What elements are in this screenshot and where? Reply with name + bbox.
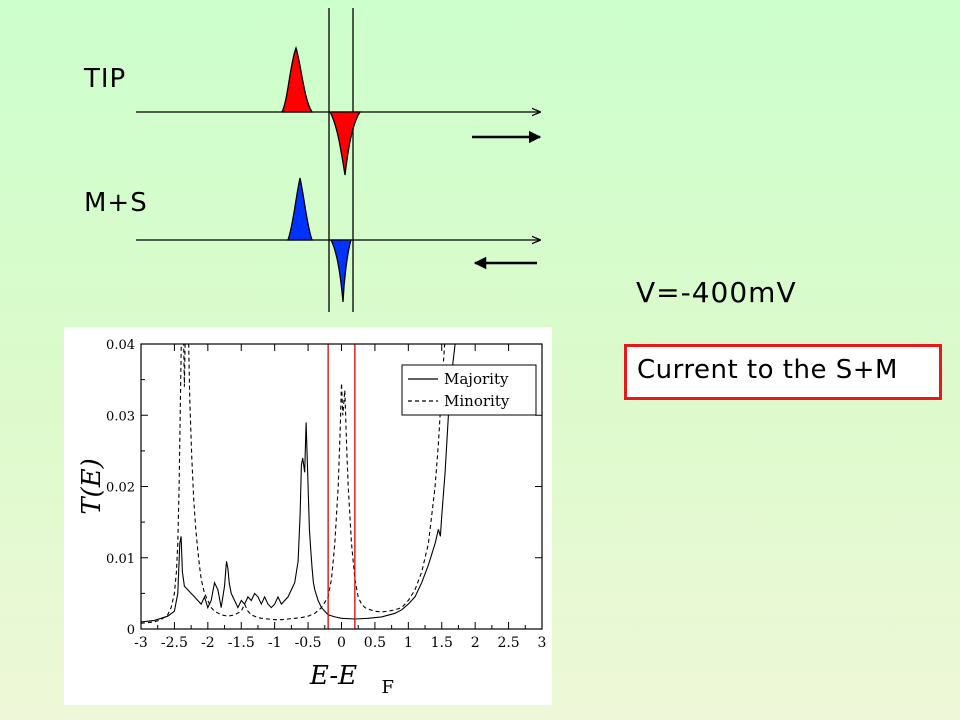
- current-direction-label: Current to the S+M: [637, 355, 898, 385]
- series-line-majority: [141, 344, 456, 623]
- legend: Majority Minority: [401, 364, 537, 416]
- y-tick-label: 0.02: [106, 481, 135, 496]
- x-tick-label: 0.5: [364, 635, 386, 651]
- x-axis-label-subscript: F: [382, 677, 395, 698]
- y-tick-label: 0.03: [106, 409, 135, 424]
- ms-occupied-peak: [287, 177, 313, 241]
- x-axis-label: E-E: [309, 661, 357, 691]
- ms-empty-peak: [329, 239, 352, 303]
- ms-label: M+S: [84, 188, 148, 218]
- x-tick-label: -3: [134, 635, 148, 651]
- x-tick-label: -1.5: [228, 635, 255, 651]
- series-line-minority: [141, 344, 446, 624]
- legend-box: [401, 364, 537, 416]
- transmission-plot-panel: -3 -2.5 -2 -1.5 -1 -0.5 0 0.5 1 1.5 2 2.5 3 0 0.01 0.02…: [64, 327, 552, 705]
- y-tick-label: 0.04: [106, 338, 135, 353]
- x-tick-label: 1: [404, 635, 413, 651]
- tip-label: TIP: [84, 64, 127, 94]
- x-tick-label: -2.5: [161, 635, 188, 651]
- y-axis-label: T(E): [77, 458, 107, 515]
- y-tick-label: 0.01: [106, 552, 135, 567]
- energy-schematic: [136, 8, 542, 312]
- legend-label-minority: Minority: [444, 392, 510, 410]
- x-tick-label: 2.5: [497, 635, 519, 651]
- x-tick-label: -0.5: [295, 635, 322, 651]
- x-tick-label: -1: [268, 635, 282, 651]
- legend-label-majority: Majority: [444, 370, 509, 388]
- tip-empty-peak: [328, 111, 362, 176]
- transmission-chart: -3 -2.5 -2 -1.5 -1 -0.5 0 0.5 1 1.5 2 2.5 3 0 0.01 0.02…: [77, 338, 547, 698]
- y-tick-label: 0: [127, 623, 135, 638]
- x-tick-label: -2: [201, 635, 215, 651]
- x-tick-label: 0: [337, 635, 346, 651]
- current-direction-box: Current to the S+M: [624, 344, 942, 400]
- x-tick-label: 1.5: [431, 635, 453, 651]
- x-tick-label: 3: [538, 635, 547, 651]
- tip-occupied-peak: [280, 45, 314, 113]
- x-tick-label: 2: [471, 635, 480, 651]
- voltage-label: V=-400mV: [636, 276, 797, 309]
